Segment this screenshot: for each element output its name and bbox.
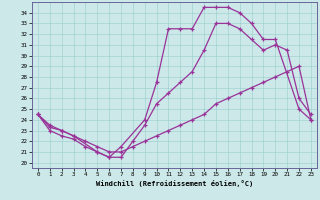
X-axis label: Windchill (Refroidissement éolien,°C): Windchill (Refroidissement éolien,°C) <box>96 180 253 187</box>
